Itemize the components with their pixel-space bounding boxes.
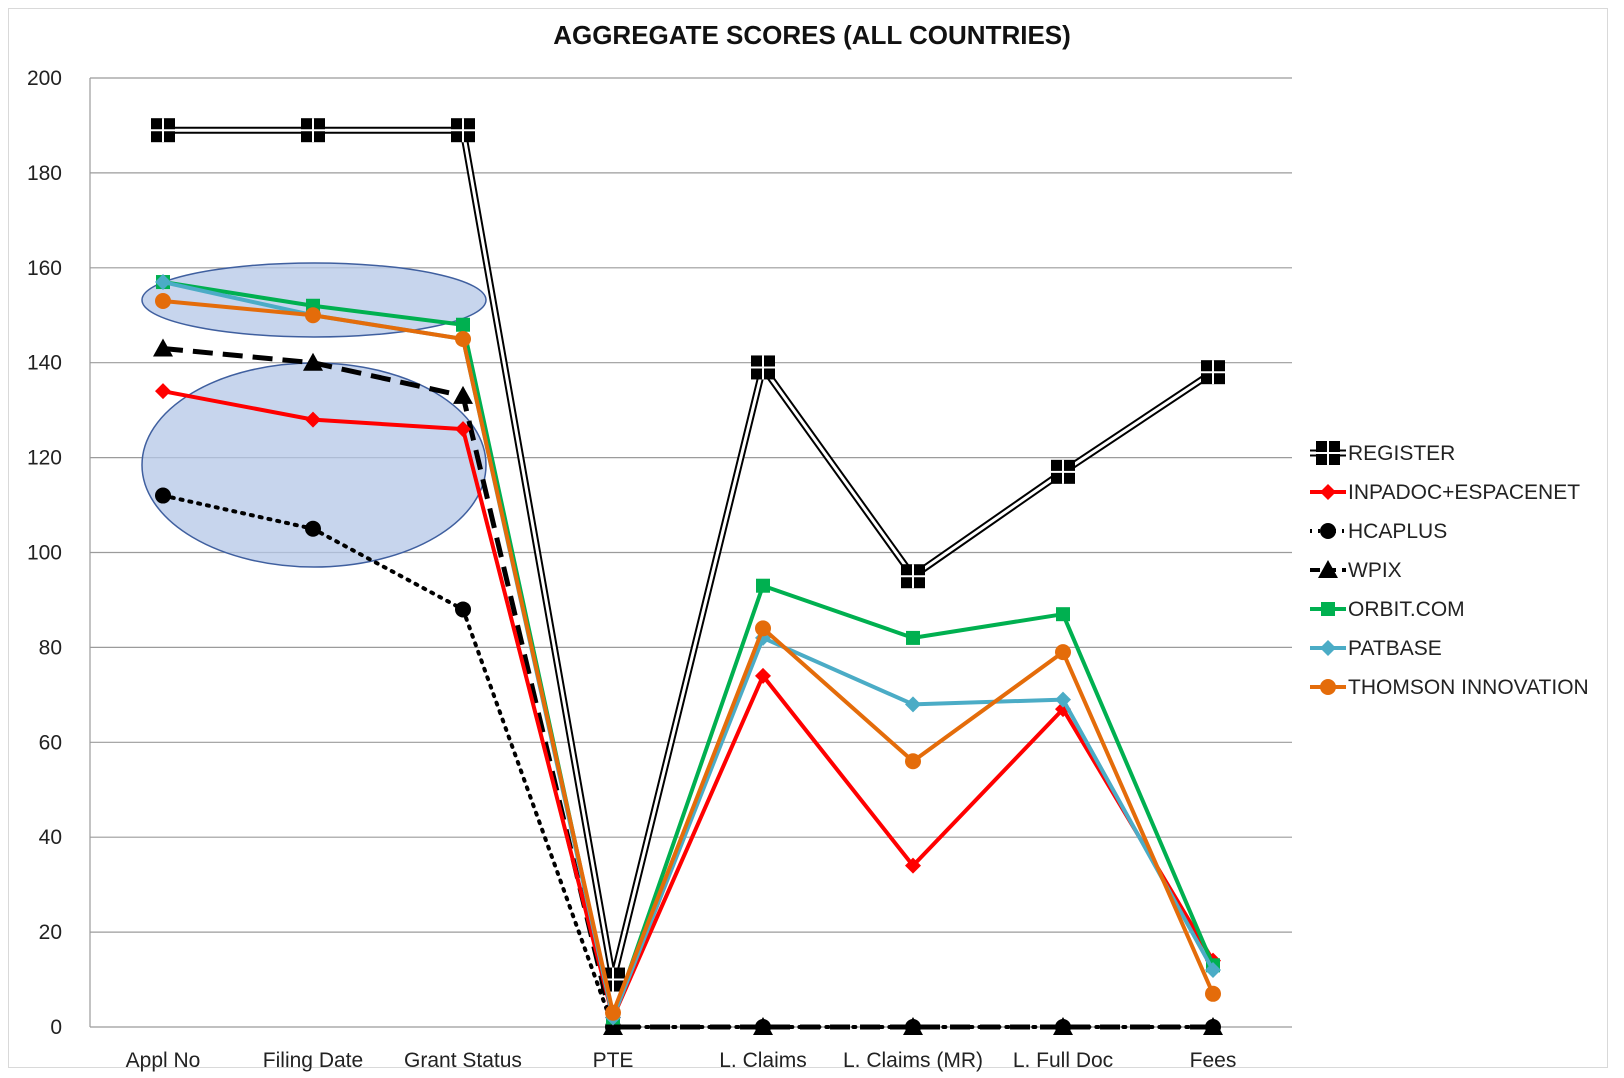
legend-label: HCAPLUS <box>1348 520 1447 543</box>
y-tick-label: 180 <box>27 162 62 185</box>
legend-marker <box>1320 640 1336 656</box>
legend-label: THOMSON INNOVATION <box>1348 676 1589 699</box>
data-point <box>603 1017 623 1035</box>
data-point <box>303 352 323 371</box>
data-point <box>155 383 171 400</box>
data-point <box>1205 962 1221 979</box>
data-point <box>151 118 175 143</box>
legend: REGISTER INPADOC+ESPACENET HCAPLUS WPIX ORBI… <box>1310 441 1589 699</box>
data-point <box>753 1017 773 1035</box>
data-point <box>905 857 921 874</box>
series-line <box>162 299 1215 1015</box>
data-point <box>905 696 921 713</box>
y-tick-label: 80 <box>39 636 62 659</box>
y-tick-label: 0 <box>50 1016 62 1039</box>
data-point <box>301 118 325 143</box>
x-tick-label: L. Full Doc <box>1013 1049 1113 1072</box>
legend-marker <box>1318 560 1338 578</box>
y-tick-label: 200 <box>27 67 62 90</box>
data-point <box>305 520 321 537</box>
y-tick-label: 160 <box>27 257 62 280</box>
data-point <box>1053 1017 1073 1035</box>
y-tick-label: 40 <box>39 826 62 849</box>
data-point <box>906 630 920 645</box>
legend-marker <box>1316 441 1340 465</box>
data-point <box>1056 607 1070 622</box>
data-point <box>451 118 475 143</box>
y-tick-label: 60 <box>39 731 62 754</box>
legend-item: PATBASE <box>1310 637 1442 660</box>
data-point <box>305 411 321 428</box>
data-point <box>755 667 771 684</box>
legend-marker <box>1320 523 1336 539</box>
x-tick-label: Appl No <box>126 1049 201 1072</box>
data-point <box>905 753 921 770</box>
series-line <box>162 389 1215 1020</box>
series-line-inner <box>163 128 1214 980</box>
legend-item: INPADOC+ESPACENET <box>1310 481 1580 504</box>
data-point <box>1055 644 1071 661</box>
data-point <box>1051 459 1075 484</box>
series-line <box>161 493 1215 1029</box>
legend-item: WPIX <box>1310 559 1402 582</box>
chart-frame <box>8 8 1608 1068</box>
series-line <box>162 345 1213 1030</box>
data-point <box>455 421 471 438</box>
data-point <box>903 1017 923 1035</box>
series-register <box>151 118 1225 992</box>
legend-item: HCAPLUS <box>1310 520 1447 543</box>
series-line <box>162 280 1215 1020</box>
data-point <box>455 601 471 618</box>
data-point <box>1203 1017 1223 1035</box>
legend-label: REGISTER <box>1348 442 1455 465</box>
data-point <box>605 1004 621 1021</box>
y-tick-label: 140 <box>27 352 62 375</box>
data-point <box>901 564 925 589</box>
series-thomson-innovation <box>155 293 1221 1021</box>
legend-label: PATBASE <box>1348 637 1442 660</box>
data-point <box>1055 691 1071 708</box>
legend-label: ORBIT.COM <box>1348 598 1465 621</box>
data-point <box>1205 985 1221 1002</box>
data-point <box>155 293 171 310</box>
data-point <box>305 307 321 324</box>
x-tick-label: L. Claims <box>719 1049 807 1072</box>
x-tick-label: Filing Date <box>263 1049 363 1072</box>
data-point <box>453 385 473 404</box>
legend-marker <box>1320 484 1336 500</box>
x-tick-label: L. Claims (MR) <box>843 1049 983 1072</box>
data-point <box>155 274 171 291</box>
y-tick-label: 100 <box>27 542 62 565</box>
y-tick-label: 20 <box>39 921 62 944</box>
chart-title: AGGREGATE SCORES (ALL COUNTRIES) <box>553 20 1071 50</box>
x-tick-label: Grant Status <box>404 1049 522 1072</box>
data-point <box>456 317 470 332</box>
legend-item: ORBIT.COM <box>1310 598 1465 621</box>
data-point <box>755 620 771 637</box>
series-wpix <box>153 338 1223 1035</box>
legend-marker <box>1320 679 1336 695</box>
x-tick-label: PTE <box>593 1049 634 1072</box>
x-tick-label: Fees <box>1190 1049 1237 1072</box>
legend-item: THOMSON INNOVATION <box>1310 676 1589 699</box>
legend-label: WPIX <box>1348 559 1402 582</box>
y-tick-label: 120 <box>27 447 62 470</box>
data-point <box>751 355 775 380</box>
legend-item: REGISTER <box>1310 441 1455 465</box>
data-point <box>153 338 173 357</box>
legend-marker <box>1321 602 1335 616</box>
data-point <box>1201 360 1225 385</box>
data-point <box>455 330 471 347</box>
data-point <box>155 487 171 504</box>
legend-label: INPADOC+ESPACENET <box>1348 481 1580 504</box>
data-point <box>756 578 770 593</box>
series-hcaplus <box>155 487 1221 1035</box>
